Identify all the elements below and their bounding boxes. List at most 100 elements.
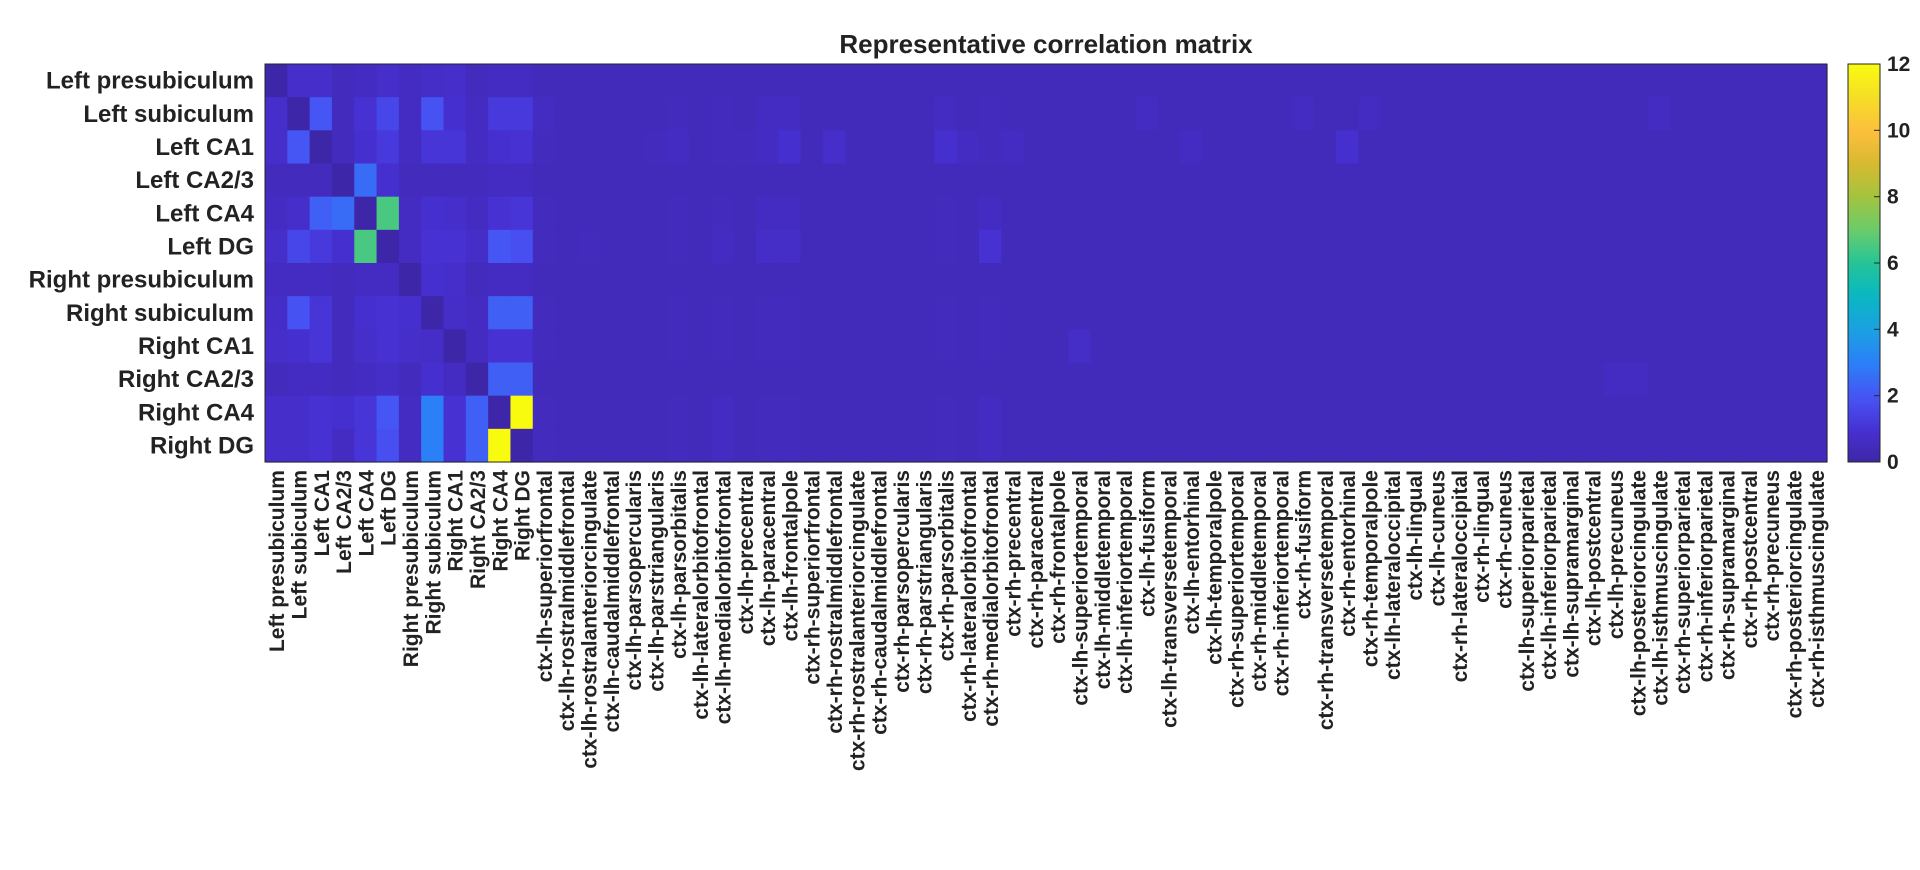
heatmap-cell xyxy=(443,97,467,131)
heatmap-cell xyxy=(599,163,623,198)
heatmap-cell xyxy=(822,196,846,231)
heatmap-cell xyxy=(1336,229,1359,264)
heatmap-cell xyxy=(1090,263,1114,297)
heatmap-cell xyxy=(1760,329,1783,364)
heatmap-cell xyxy=(1112,362,1136,397)
heatmap-cell xyxy=(287,229,311,264)
heatmap-cell xyxy=(1358,395,1382,430)
heatmap-cell xyxy=(622,296,645,330)
column-label: ctx-rh-superiorfrontal xyxy=(802,470,825,685)
heatmap-cell xyxy=(1246,97,1270,131)
heatmap-cell xyxy=(1737,329,1761,364)
heatmap-cell xyxy=(1246,296,1270,330)
column-label: ctx-rh-lateralorbitofrontal xyxy=(958,470,981,722)
row-label: Right DG xyxy=(150,432,254,459)
heatmap-cell xyxy=(622,329,645,364)
heatmap-cell xyxy=(1403,163,1426,198)
heatmap-cell xyxy=(778,263,802,297)
heatmap-cell xyxy=(733,395,757,430)
heatmap-cell xyxy=(1469,229,1493,264)
heatmap-cell xyxy=(532,263,556,297)
heatmap-cell xyxy=(1046,97,1069,131)
heatmap-cell xyxy=(354,97,378,131)
heatmap-cell xyxy=(309,229,333,264)
heatmap-cell xyxy=(1492,130,1516,165)
heatmap-cell xyxy=(1737,163,1761,198)
heatmap-cell xyxy=(488,263,512,297)
heatmap-cell xyxy=(956,428,980,463)
heatmap-cell xyxy=(1001,263,1025,297)
heatmap-cell xyxy=(1603,263,1627,297)
heatmap-cell xyxy=(889,196,913,231)
heatmap-cell xyxy=(889,64,913,98)
heatmap-cell xyxy=(1202,296,1226,330)
heatmap-cell xyxy=(1737,296,1761,330)
heatmap-cell xyxy=(622,263,645,297)
heatmap-cell xyxy=(1001,130,1025,165)
heatmap-cell xyxy=(889,97,913,131)
heatmap-cell xyxy=(376,163,400,198)
heatmap-cell xyxy=(1313,64,1337,98)
heatmap-cell xyxy=(465,64,489,98)
heatmap-cell xyxy=(979,362,1002,397)
colorbar-tick-label: 10 xyxy=(1887,119,1910,142)
heatmap-cell xyxy=(1046,229,1069,264)
column-label: ctx-rh-inferiorparietal xyxy=(1694,470,1717,682)
heatmap-cell xyxy=(1090,130,1114,165)
heatmap-cell xyxy=(488,64,512,98)
heatmap-cell xyxy=(577,64,601,98)
heatmap-cell xyxy=(1358,130,1382,165)
heatmap-cell xyxy=(912,229,936,264)
heatmap-cell xyxy=(1760,362,1783,397)
heatmap-cell xyxy=(1559,64,1583,98)
heatmap-cell xyxy=(1425,395,1449,430)
heatmap-cell xyxy=(1782,362,1806,397)
heatmap-cell xyxy=(1224,329,1248,364)
heatmap-cell xyxy=(1737,130,1761,165)
heatmap-cell xyxy=(778,428,802,463)
heatmap-cell xyxy=(845,362,869,397)
heatmap-cell xyxy=(956,97,980,131)
heatmap-cell xyxy=(1380,263,1404,297)
heatmap-cell xyxy=(755,130,779,165)
heatmap-cell xyxy=(1603,296,1627,330)
heatmap-cell xyxy=(912,97,936,131)
heatmap-cell xyxy=(331,362,355,397)
heatmap-cell xyxy=(1135,428,1159,463)
heatmap-cell xyxy=(354,229,378,264)
heatmap-cell xyxy=(1023,64,1047,98)
column-label: ctx-lh-temporalpole xyxy=(1203,470,1226,665)
heatmap-cell xyxy=(1202,329,1226,364)
heatmap-cell xyxy=(1804,229,1828,264)
heatmap-cell xyxy=(867,329,891,364)
heatmap-cell xyxy=(1626,196,1650,231)
heatmap-cell xyxy=(1023,97,1047,131)
heatmap-cell xyxy=(1157,64,1181,98)
heatmap-cell xyxy=(1403,97,1426,131)
heatmap-cell xyxy=(1001,296,1025,330)
heatmap-cell xyxy=(1313,229,1337,264)
heatmap-cell xyxy=(1514,329,1538,364)
row-label: Right subiculum xyxy=(66,300,254,327)
heatmap-cell xyxy=(1760,263,1783,297)
heatmap-cell xyxy=(1670,428,1694,463)
column-labels: Left presubiculum Left subiculum Left CA1 L… xyxy=(266,470,1829,771)
heatmap-cell xyxy=(599,130,623,165)
heatmap-cell xyxy=(1224,362,1248,397)
heatmap-cell xyxy=(1648,130,1672,165)
heatmap-cell xyxy=(1224,395,1248,430)
heatmap-cell xyxy=(934,296,958,330)
heatmap-cell xyxy=(1380,329,1404,364)
heatmap-cell xyxy=(354,395,378,430)
heatmap-cell xyxy=(354,296,378,330)
heatmap-cell xyxy=(1403,395,1426,430)
heatmap-cell xyxy=(354,130,378,165)
heatmap-cell xyxy=(1157,97,1181,131)
heatmap-cell xyxy=(1581,229,1605,264)
heatmap-cell xyxy=(1023,296,1047,330)
heatmap-cell xyxy=(1603,395,1627,430)
heatmap-cell xyxy=(532,130,556,165)
heatmap-cell xyxy=(421,64,445,98)
heatmap-cell xyxy=(979,263,1002,297)
heatmap-cell xyxy=(555,395,578,430)
